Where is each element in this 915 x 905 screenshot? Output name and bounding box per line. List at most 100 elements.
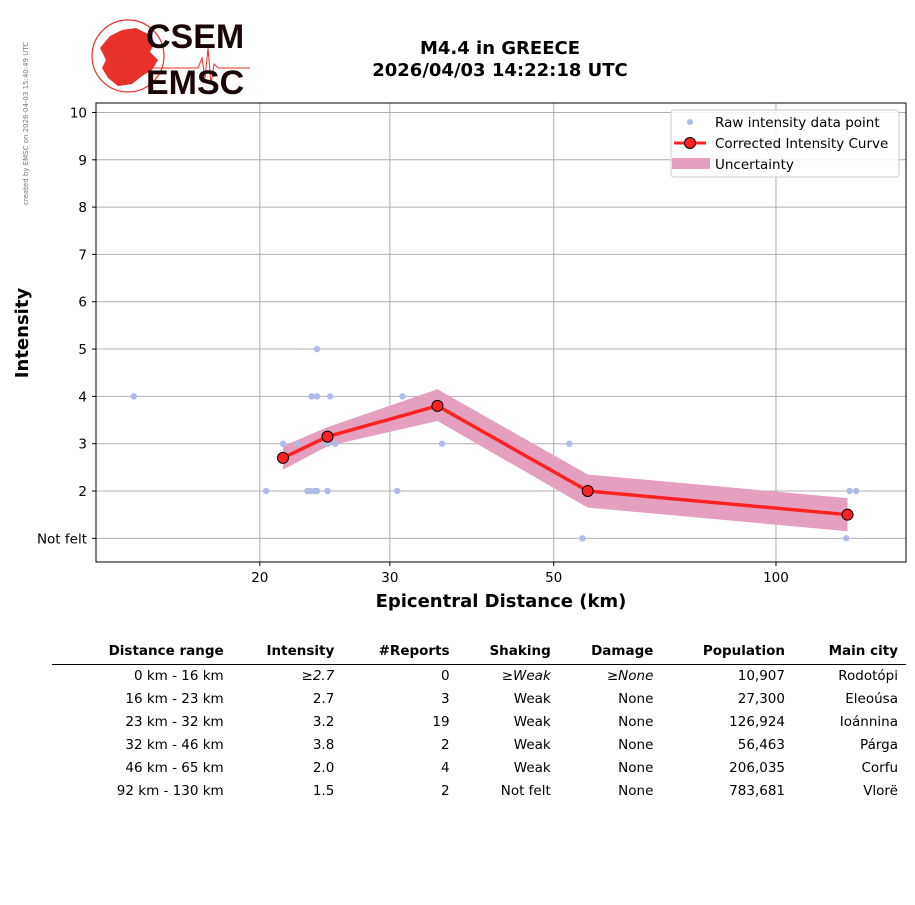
raw-data-point — [843, 535, 850, 542]
y-tick-label: 6 — [78, 295, 87, 311]
uncertainty-band — [283, 389, 848, 532]
y-tick-label: 2 — [78, 484, 87, 500]
y-tick-label: 3 — [78, 437, 87, 453]
raw-data-point — [394, 487, 401, 495]
x-tick-label: 100 — [763, 570, 789, 586]
cell-population: 27,300 — [737, 691, 785, 707]
cell-damage: None — [618, 783, 654, 799]
legend-band-label: Uncertainty — [715, 157, 794, 173]
raw-data-point — [566, 440, 573, 447]
header-reports: #Reports — [342, 640, 458, 665]
raw-data-point — [313, 393, 321, 400]
cell-range: 0 km - 16 km — [133, 668, 224, 684]
raw-data-point — [846, 487, 853, 495]
y-tick-label: 5 — [78, 342, 87, 358]
y-tick-label: 7 — [78, 247, 87, 263]
header-shaking: Shaking — [457, 640, 559, 665]
corrected-curve-point — [581, 485, 594, 498]
y-axis-label: Intensity — [12, 288, 33, 379]
cell-reports: 19 — [432, 714, 450, 730]
cell-range: 16 km - 23 km — [125, 691, 224, 707]
y-tick-label: 9 — [78, 153, 87, 169]
cell-city: Eleoúsa — [845, 691, 898, 707]
cell-city: Corfu — [861, 760, 898, 776]
corrected-curve-point — [841, 508, 854, 521]
cell-intensity: 3.2 — [312, 714, 335, 730]
table-row: 46 km - 65 km 2.0 4 Weak None 206,035 Co… — [52, 757, 906, 780]
logo-text-csem: CSEM — [146, 18, 244, 56]
cell-range: 23 km - 32 km — [125, 714, 224, 730]
legend-raw-marker — [687, 119, 693, 125]
intensity-summary-table: Distance range Intensity #Reports Shakin… — [52, 640, 906, 803]
raw-data-point — [313, 345, 321, 353]
header-damage: Damage — [558, 640, 662, 665]
raw-data-point — [324, 487, 331, 495]
cell-shaking: ≥Weak — [501, 668, 551, 684]
raw-data-point — [130, 393, 137, 400]
cell-city: Rodotópi — [838, 668, 898, 684]
cell-reports: 3 — [440, 691, 450, 707]
cell-damage: None — [618, 691, 654, 707]
y-tick-label: 10 — [70, 105, 87, 121]
cell-intensity: 3.8 — [312, 737, 335, 753]
cell-reports: 0 — [440, 668, 450, 684]
raw-data-point — [326, 393, 334, 400]
raw-data-point — [294, 440, 301, 447]
plot-frame — [95, 102, 907, 563]
chart-title: M4.4 in GREECE 2026/04/03 14:22:18 UTC — [330, 38, 670, 82]
cell-range: 32 km - 46 km — [125, 737, 224, 753]
y-tick-label: 4 — [78, 389, 87, 405]
cell-intensity: 1.5 — [312, 783, 335, 799]
table-row: 92 km - 130 km 1.5 2 Not felt None 783,6… — [52, 780, 906, 803]
raw-data-point — [579, 535, 586, 542]
cell-intensity: ≥2.7 — [301, 668, 335, 684]
logo-globe-icon — [91, 19, 165, 93]
cell-damage: None — [618, 760, 654, 776]
logo-seismogram-line — [148, 47, 250, 85]
x-tick-label: 20 — [251, 570, 268, 586]
csem-emsc-logo: CSEM EMSC — [91, 18, 250, 98]
raw-data-point — [852, 487, 860, 495]
raw-data-point — [438, 440, 446, 447]
table-row: 23 km - 32 km 3.2 19 Weak None 126,924 I… — [52, 711, 906, 734]
legend-raw-label: Raw intensity data point — [715, 115, 880, 131]
cell-shaking: Weak — [513, 714, 551, 730]
raw-data-point — [308, 393, 315, 400]
cell-city: Ioánnina — [839, 714, 898, 730]
raw-data-point — [313, 487, 321, 495]
cell-shaking: Not felt — [500, 783, 551, 799]
legend-curve-label: Corrected Intensity Curve — [715, 136, 888, 152]
cell-intensity: 2.0 — [312, 760, 335, 776]
cell-shaking: Weak — [513, 737, 551, 753]
cell-damage: None — [618, 714, 654, 730]
table-header-row: Distance range Intensity #Reports Shakin… — [52, 640, 906, 665]
cell-reports: 4 — [440, 760, 450, 776]
logo-map-shape — [100, 28, 158, 86]
event-title: M4.4 in GREECE — [419, 38, 581, 59]
cell-shaking: Weak — [513, 760, 551, 776]
x-axis-label: Epicentral Distance (km) — [376, 591, 627, 612]
event-datetime: 2026/04/03 14:22:18 UTC — [372, 60, 628, 81]
corrected-curve-point — [321, 430, 334, 443]
raw-data-point — [279, 440, 287, 447]
legend-band-swatch — [672, 158, 710, 169]
header-population: Population — [661, 640, 793, 665]
cell-reports: 2 — [440, 737, 450, 753]
cell-population: 126,924 — [729, 714, 785, 730]
cell-population: 206,035 — [729, 760, 785, 776]
cell-damage: ≥None — [606, 668, 654, 684]
corrected-curve-point — [431, 399, 444, 412]
table-row: 16 km - 23 km 2.7 3 Weak None 27,300 Ele… — [52, 688, 906, 711]
cell-city: Párga — [860, 737, 898, 753]
raw-data-point — [262, 487, 270, 495]
y-tick-label: Not felt — [37, 531, 87, 547]
cell-city: Vlorë — [863, 783, 898, 799]
header-intensity: Intensity — [231, 640, 343, 665]
header-distance-range: Distance range — [52, 640, 232, 665]
intensity-distance-chart: 20 30 50 100 Not felt 2 3 4 5 6 7 8 9 10 Epicentral D… — [12, 102, 907, 612]
cell-population: 10,907 — [737, 668, 785, 684]
legend: Raw intensity data point Corrected Inten… — [670, 109, 900, 178]
logo-text-emsc: EMSC — [146, 64, 244, 98]
cell-intensity: 2.7 — [312, 691, 335, 707]
header-main-city: Main city — [793, 640, 906, 665]
